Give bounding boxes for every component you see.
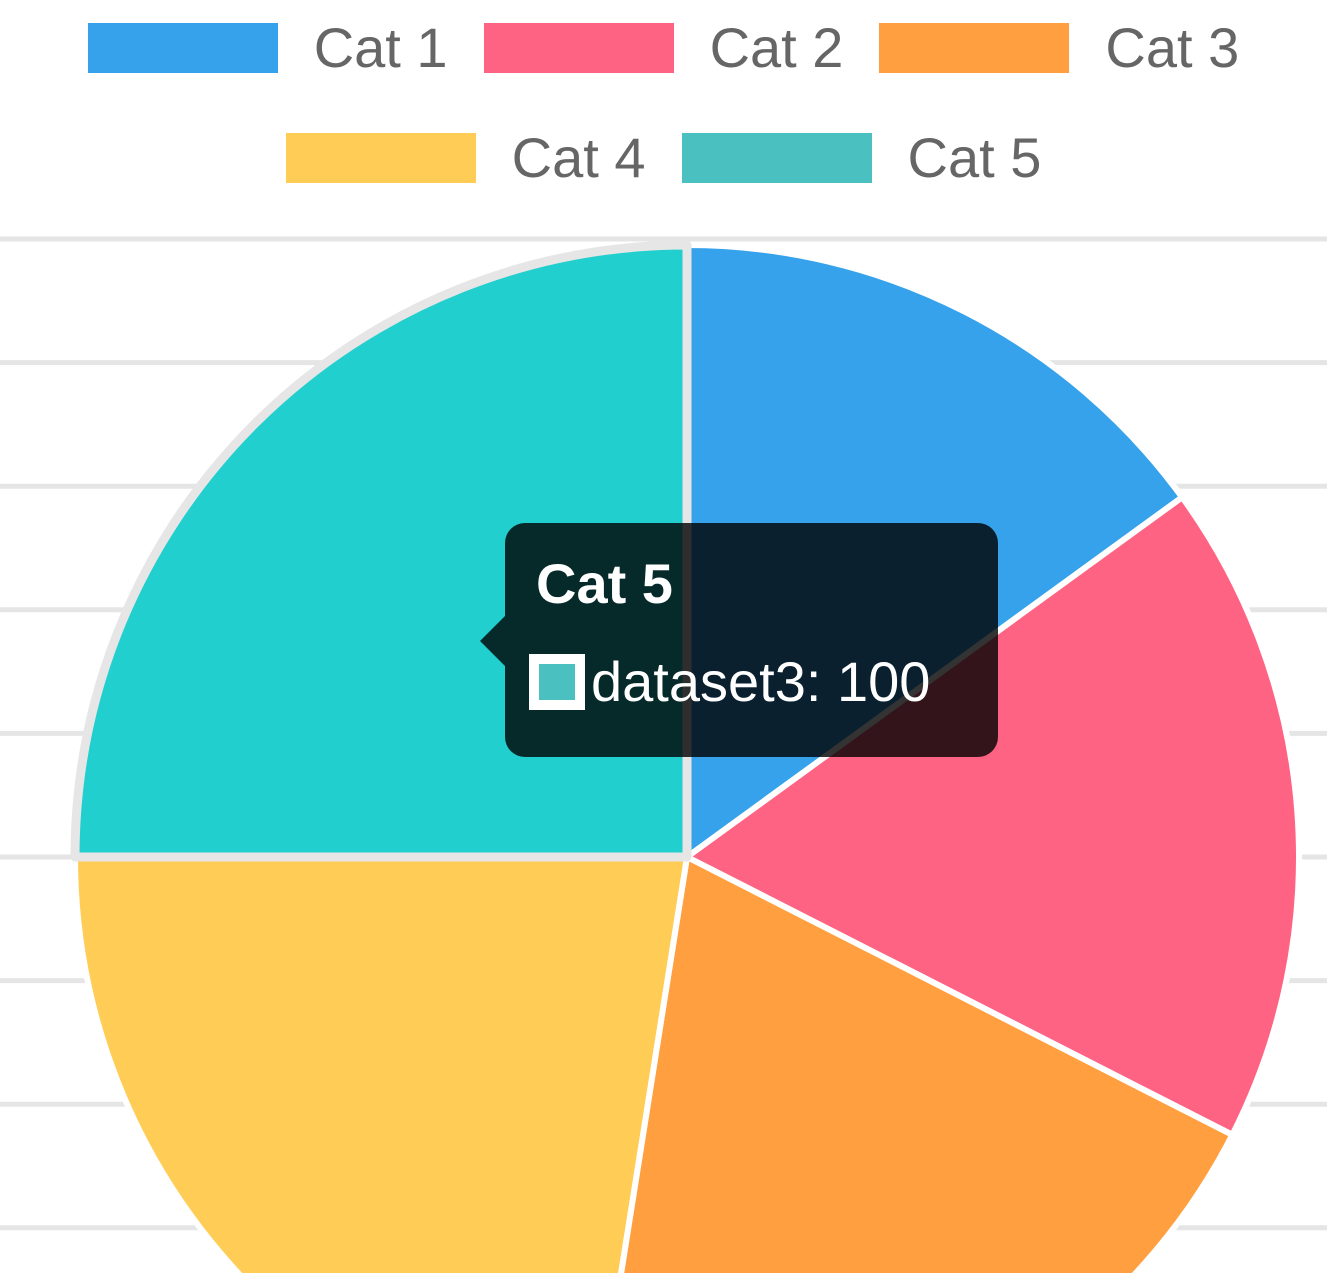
legend-swatch-cat-1 xyxy=(87,23,278,73)
legend-swatch-cat-3 xyxy=(879,23,1070,73)
tooltip-title: Cat 5 xyxy=(536,552,673,615)
legend-label-cat-4: Cat 4 xyxy=(511,126,646,189)
legend-item-cat-4[interactable]: Cat 4 xyxy=(285,126,646,189)
legend-label-cat-1: Cat 1 xyxy=(313,16,448,79)
tooltip: Cat 5 dataset3: 100 xyxy=(480,523,998,757)
tooltip-caret xyxy=(480,616,505,666)
legend-row-2: Cat 4 Cat 5 xyxy=(0,130,1327,186)
legend-swatch-cat-2 xyxy=(483,23,674,73)
legend: Cat 1 Cat 2 Cat 3 Cat 4 Cat 5 xyxy=(0,0,1327,200)
legend-label-cat-3: Cat 3 xyxy=(1105,16,1240,79)
legend-swatch-cat-5 xyxy=(681,133,872,183)
pie-slice-cat-2[interactable] xyxy=(684,494,1302,1138)
legend-swatch-cat-4 xyxy=(285,133,476,183)
tooltip-row: dataset3: 100 xyxy=(529,654,930,710)
legend-label-cat-2: Cat 2 xyxy=(709,16,844,79)
pie-slices xyxy=(70,240,1302,1273)
legend-item-cat-2[interactable]: Cat 2 xyxy=(483,16,844,79)
pie-slice-cat-4[interactable] xyxy=(72,854,690,1273)
tooltip-color-swatch xyxy=(529,654,585,710)
pie-slice-cat-3[interactable] xyxy=(591,854,1236,1273)
legend-label-cat-5: Cat 5 xyxy=(907,126,1042,189)
tooltip-value-text: dataset3: 100 xyxy=(591,650,931,713)
legend-row-1: Cat 1 Cat 2 Cat 3 xyxy=(0,20,1327,76)
legend-item-cat-5[interactable]: Cat 5 xyxy=(681,126,1042,189)
legend-item-cat-1[interactable]: Cat 1 xyxy=(87,16,448,79)
legend-item-cat-3[interactable]: Cat 3 xyxy=(879,20,1239,76)
